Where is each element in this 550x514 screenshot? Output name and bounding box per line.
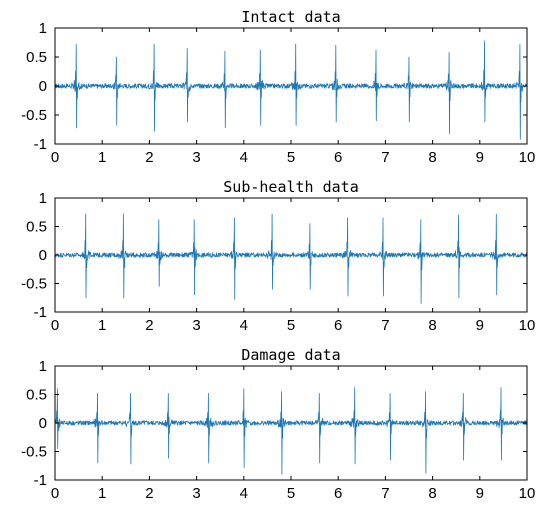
x-tick-label: 3: [192, 317, 200, 334]
x-tick-label: 10: [519, 149, 536, 166]
subplot-title: Intact data: [241, 8, 340, 26]
x-tick-label: 0: [51, 317, 59, 334]
x-tick-label: 9: [476, 485, 484, 502]
x-tick-label: 2: [145, 317, 153, 334]
x-tick-label: 6: [334, 317, 342, 334]
x-tick-label: 2: [145, 485, 153, 502]
x-tick-label: 5: [287, 149, 295, 166]
x-tick-label: 6: [334, 485, 342, 502]
x-tick-label: 3: [192, 149, 200, 166]
y-tick-label: 1: [39, 358, 47, 375]
subplot-title: Sub-health data: [223, 178, 358, 196]
x-tick-label: 4: [240, 317, 248, 334]
y-tick-label: 0.5: [26, 219, 47, 236]
x-tick-label: 8: [428, 149, 436, 166]
y-tick-label: 0: [39, 78, 47, 95]
x-tick-label: 5: [287, 485, 295, 502]
y-tick-label: -0.5: [21, 444, 47, 461]
x-tick-label: 3: [192, 485, 200, 502]
x-tick-label: 1: [98, 317, 106, 334]
x-tick-label: 8: [428, 317, 436, 334]
x-tick-label: 2: [145, 149, 153, 166]
y-tick-label: 0.5: [26, 49, 47, 66]
y-tick-label: 0: [39, 415, 47, 432]
y-tick-label: -0.5: [21, 107, 47, 124]
y-tick-label: 1: [39, 190, 47, 207]
subplot-damage: Damage data 0 1 2 3 4 5 6 7 8 9 10 1 0.5 0 -0.5 -1: [21, 346, 535, 502]
x-tick-label: 1: [98, 149, 106, 166]
y-tick-label: -1: [34, 472, 47, 489]
y-tick-label: -0.5: [21, 276, 47, 293]
subplot-intact: Intact data 0 1 2 3 4 5 6 7 8 9 10 1 0.5 0 -0.5 -1: [21, 8, 535, 166]
x-tick-label: 5: [287, 317, 295, 334]
subplot-sub-health: Sub-health data 0 1 2 3 4 5 6 7 8 9 10 1 0.5 0 -0.5 -1: [21, 178, 535, 334]
y-tick-label: 1: [39, 20, 47, 37]
x-tick-label: 4: [240, 485, 248, 502]
x-tick-label: 0: [51, 149, 59, 166]
x-tick-label: 7: [381, 317, 389, 334]
y-tick-label: -1: [34, 304, 47, 321]
x-tick-label: 1: [98, 485, 106, 502]
x-tick-label: 9: [476, 317, 484, 334]
signal-trace: [54, 40, 528, 140]
signal-trace: [54, 387, 528, 475]
y-tick-label: 0: [39, 247, 47, 264]
x-tick-label: 7: [381, 485, 389, 502]
x-tick-label: 10: [519, 317, 536, 334]
x-tick-label: 0: [51, 485, 59, 502]
subplot-title: Damage data: [241, 346, 340, 364]
x-tick-label: 7: [381, 149, 389, 166]
x-tick-label: 8: [428, 485, 436, 502]
x-tick-label: 4: [240, 149, 248, 166]
x-tick-label: 10: [519, 485, 536, 502]
x-tick-label: 9: [476, 149, 484, 166]
y-tick-label: -1: [34, 136, 47, 153]
y-tick-label: 0.5: [26, 387, 47, 404]
signal-trace: [54, 213, 528, 304]
x-tick-label: 6: [334, 149, 342, 166]
